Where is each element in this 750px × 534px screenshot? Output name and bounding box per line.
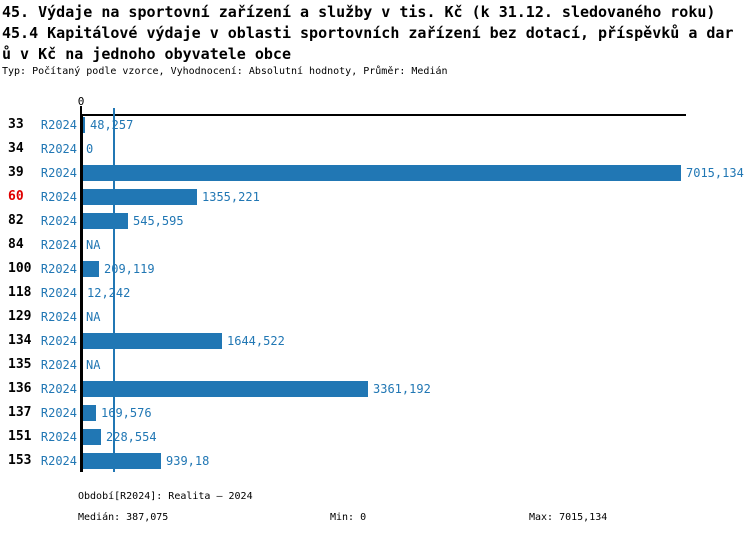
bar xyxy=(81,189,197,205)
bar xyxy=(81,381,368,397)
chart-row: 82 R2024 545,595 xyxy=(0,213,750,229)
chart-row: 34 R2024 0 xyxy=(0,141,750,157)
bar-value-label: NA xyxy=(86,310,101,324)
bar xyxy=(81,405,96,421)
bar xyxy=(81,165,681,181)
row-period-label: R2024 xyxy=(40,334,77,348)
bar-value-label: 1355,221 xyxy=(202,190,260,204)
chart-row: 118 R2024 12,242 xyxy=(0,285,750,301)
bar xyxy=(81,429,101,445)
row-category-label: 33 xyxy=(8,117,24,132)
row-period-label: R2024 xyxy=(40,262,77,276)
chart-title-line3: ů v Kč na jednoho obyvatele obce xyxy=(2,45,291,63)
chart-row: 135 R2024 NA xyxy=(0,357,750,373)
chart-row: 151 R2024 228,554 xyxy=(0,429,750,445)
footer-period-label: Období[R2024]: Realita – 2024 xyxy=(78,491,253,502)
row-period-label: R2024 xyxy=(40,118,77,132)
row-period-label: R2024 xyxy=(40,382,77,396)
row-period-label: R2024 xyxy=(40,238,77,252)
chart-title: 45. Výdaje na sportovní zařízení a služb… xyxy=(2,2,734,65)
chart-row: 100 R2024 209,119 xyxy=(0,261,750,277)
chart-row: 84 R2024 NA xyxy=(0,237,750,253)
row-category-label: 134 xyxy=(8,333,32,348)
bar-value-label: 545,595 xyxy=(133,214,184,228)
row-period-label: R2024 xyxy=(40,310,77,324)
bar xyxy=(81,213,128,229)
axis-top-line xyxy=(81,114,686,116)
axis-zero-tick-mark xyxy=(80,106,82,115)
bar xyxy=(81,453,161,469)
bar-value-label: 228,554 xyxy=(106,430,157,444)
bar-value-label: 209,119 xyxy=(104,262,155,276)
bar-value-label: 7015,134 xyxy=(686,166,744,180)
bar-value-label: 939,18 xyxy=(166,454,210,468)
row-period-label: R2024 xyxy=(40,190,77,204)
row-category-label: 136 xyxy=(8,381,32,396)
row-period-label: R2024 xyxy=(40,358,77,372)
row-category-label: 60 xyxy=(8,189,24,204)
row-category-label: 39 xyxy=(8,165,24,180)
chart-row: 60 R2024 1355,221 xyxy=(0,189,750,205)
row-period-label: R2024 xyxy=(40,214,77,228)
row-period-label: R2024 xyxy=(40,142,77,156)
bar-value-label: 12,242 xyxy=(87,286,131,300)
bar-value-label: NA xyxy=(86,358,101,372)
row-period-label: R2024 xyxy=(40,430,77,444)
row-category-label: 135 xyxy=(8,357,32,372)
axis-zero-line xyxy=(80,114,83,472)
bar-value-label: 1644,522 xyxy=(227,334,285,348)
bar-value-label: 48,257 xyxy=(90,118,134,132)
footer-max-label: Max: 7015,134 xyxy=(529,512,608,523)
row-period-label: R2024 xyxy=(40,286,77,300)
chart-row: 129 R2024 NA xyxy=(0,309,750,325)
row-category-label: 82 xyxy=(8,213,24,228)
footer-median-label: Medián: 387,075 xyxy=(78,512,169,523)
chart-row: 134 R2024 1644,522 xyxy=(0,333,750,349)
bar xyxy=(81,117,85,133)
chart-row: 137 R2024 169,576 xyxy=(0,405,750,421)
chart-subtitle: Typ: Počítaný podle vzorce, Vyhodnocení:… xyxy=(2,66,448,77)
chart-title-line2: 45.4 Kapitálové výdaje v oblasti sportov… xyxy=(2,24,734,42)
bar-value-label: 169,576 xyxy=(101,406,152,420)
row-category-label: 129 xyxy=(8,309,32,324)
chart-row: 39 R2024 7015,134 xyxy=(0,165,750,181)
row-category-label: 153 xyxy=(8,453,32,468)
bar-value-label: 3361,192 xyxy=(373,382,431,396)
row-category-label: 100 xyxy=(8,261,32,276)
row-category-label: 34 xyxy=(8,141,24,156)
bar-value-label: 0 xyxy=(86,142,94,156)
chart-row: 136 R2024 3361,192 xyxy=(0,381,750,397)
chart-title-line1: 45. Výdaje na sportovní zařízení a služb… xyxy=(2,3,716,21)
chart-row: 33 R2024 48,257 xyxy=(0,117,750,133)
row-category-label: 137 xyxy=(8,405,32,420)
axis-zero-tick-label: 0 xyxy=(77,95,85,108)
bar-value-label: NA xyxy=(86,238,101,252)
bar xyxy=(81,333,222,349)
bar xyxy=(81,261,99,277)
median-reference-line xyxy=(113,108,115,472)
row-period-label: R2024 xyxy=(40,406,77,420)
footer-min-label: Min: 0 xyxy=(330,512,367,523)
row-period-label: R2024 xyxy=(40,166,77,180)
row-period-label: R2024 xyxy=(40,454,77,468)
row-category-label: 118 xyxy=(8,285,32,300)
row-category-label: 84 xyxy=(8,237,24,252)
chart-row: 153 R2024 939,18 xyxy=(0,453,750,469)
row-category-label: 151 xyxy=(8,429,32,444)
